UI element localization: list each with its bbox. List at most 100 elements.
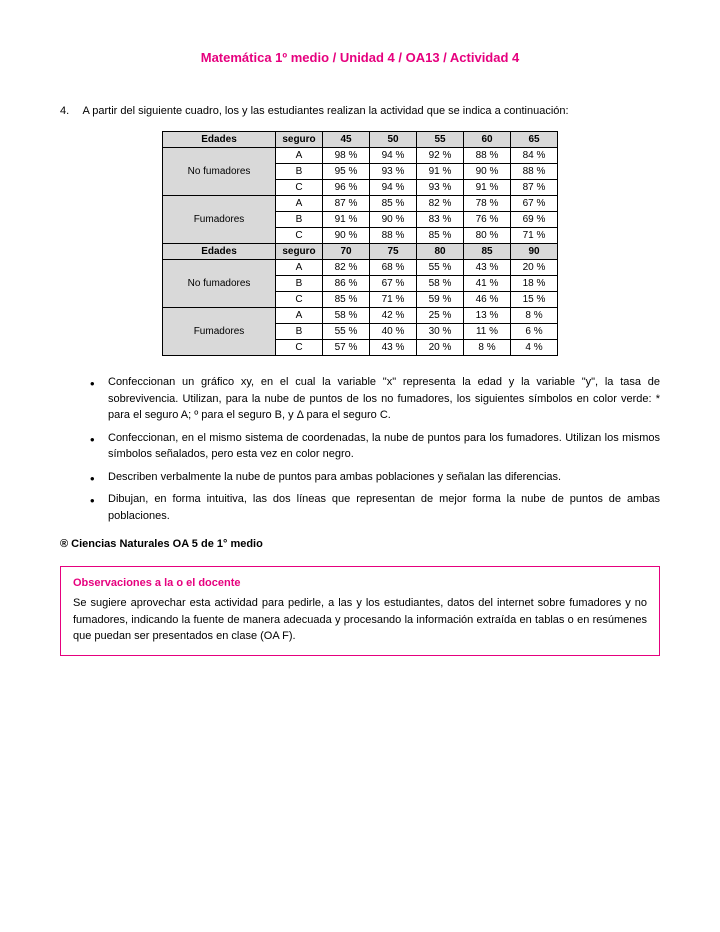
bullet-item: Confeccionan, en el mismo sistema de coo…: [108, 430, 660, 463]
cell: C: [276, 292, 323, 308]
bullet-item: Confeccionan un gráfico xy, en el cual l…: [108, 374, 660, 424]
cell: 20 %: [417, 340, 464, 356]
cell: 6 %: [511, 324, 558, 340]
th-age: 45: [323, 132, 370, 148]
th-age: 60: [464, 132, 511, 148]
cell: 93 %: [370, 164, 417, 180]
th-age: 85: [464, 244, 511, 260]
cell: 78 %: [464, 196, 511, 212]
cell: B: [276, 324, 323, 340]
table-header-row: Edades seguro 70 75 80 85 90: [163, 244, 558, 260]
observaciones-box: Observaciones a la o el docente Se sugie…: [60, 566, 660, 656]
th-age: 70: [323, 244, 370, 260]
table-header-row: Edades seguro 45 50 55 60 65: [163, 132, 558, 148]
th-age: 55: [417, 132, 464, 148]
cell: 84 %: [511, 148, 558, 164]
bullet-list: Confeccionan un gráfico xy, en el cual l…: [60, 374, 660, 524]
cell: 43 %: [464, 260, 511, 276]
cell: 67 %: [511, 196, 558, 212]
cell: 82 %: [417, 196, 464, 212]
reference-line: ® Ciencias Naturales OA 5 de 1° medio: [60, 538, 660, 550]
cell: 69 %: [511, 212, 558, 228]
cell: 76 %: [464, 212, 511, 228]
cell: 41 %: [464, 276, 511, 292]
cell: 20 %: [511, 260, 558, 276]
cell: 58 %: [417, 276, 464, 292]
th-seguro: seguro: [276, 244, 323, 260]
th-edades: Edades: [163, 244, 276, 260]
cell: 82 %: [323, 260, 370, 276]
cell: 88 %: [464, 148, 511, 164]
cell: 85 %: [370, 196, 417, 212]
cell: 8 %: [464, 340, 511, 356]
cell: 83 %: [417, 212, 464, 228]
data-table: Edades seguro 45 50 55 60 65 No fumadore…: [162, 131, 558, 356]
cell: 4 %: [511, 340, 558, 356]
bullet-item: Dibujan, en forma intuitiva, las dos lín…: [108, 491, 660, 524]
cell: A: [276, 260, 323, 276]
bullet-item: Describen verbalmente la nube de puntos …: [108, 469, 660, 486]
observaciones-title: Observaciones a la o el docente: [73, 577, 647, 589]
th-age: 50: [370, 132, 417, 148]
table-row: Fumadores A 87 % 85 % 82 % 78 % 67 %: [163, 196, 558, 212]
group-label: No fumadores: [163, 260, 276, 308]
cell: 58 %: [323, 308, 370, 324]
cell: 87 %: [323, 196, 370, 212]
page-title: Matemática 1º medio / Unidad 4 / OA13 / …: [60, 50, 660, 65]
cell: 11 %: [464, 324, 511, 340]
cell: 18 %: [511, 276, 558, 292]
th-age: 75: [370, 244, 417, 260]
cell: C: [276, 340, 323, 356]
cell: 91 %: [417, 164, 464, 180]
table-row: No fumadores A 98 % 94 % 92 % 88 % 84 %: [163, 148, 558, 164]
cell: 94 %: [370, 148, 417, 164]
cell: 93 %: [417, 180, 464, 196]
th-age: 65: [511, 132, 558, 148]
cell: 87 %: [511, 180, 558, 196]
cell: 71 %: [511, 228, 558, 244]
th-edades: Edades: [163, 132, 276, 148]
cell: 57 %: [323, 340, 370, 356]
cell: 15 %: [511, 292, 558, 308]
activity-intro: 4. A partir del siguiente cuadro, los y …: [60, 105, 660, 117]
cell: B: [276, 212, 323, 228]
cell: 85 %: [417, 228, 464, 244]
cell: 95 %: [323, 164, 370, 180]
cell: 88 %: [511, 164, 558, 180]
cell: 42 %: [370, 308, 417, 324]
cell: 40 %: [370, 324, 417, 340]
cell: 55 %: [417, 260, 464, 276]
cell: 91 %: [464, 180, 511, 196]
cell: 91 %: [323, 212, 370, 228]
cell: 59 %: [417, 292, 464, 308]
group-label: No fumadores: [163, 148, 276, 196]
cell: 90 %: [323, 228, 370, 244]
observaciones-body: Se sugiere aprovechar esta actividad par…: [73, 595, 647, 645]
table-row: No fumadores A 82 % 68 % 55 % 43 % 20 %: [163, 260, 558, 276]
cell: 90 %: [370, 212, 417, 228]
th-age: 90: [511, 244, 558, 260]
cell: A: [276, 308, 323, 324]
activity-text: A partir del siguiente cuadro, los y las…: [82, 105, 568, 117]
cell: B: [276, 276, 323, 292]
cell: 88 %: [370, 228, 417, 244]
cell: C: [276, 228, 323, 244]
cell: 25 %: [417, 308, 464, 324]
cell: 96 %: [323, 180, 370, 196]
cell: 43 %: [370, 340, 417, 356]
cell: A: [276, 196, 323, 212]
cell: 94 %: [370, 180, 417, 196]
cell: 71 %: [370, 292, 417, 308]
cell: 30 %: [417, 324, 464, 340]
cell: 92 %: [417, 148, 464, 164]
group-label: Fumadores: [163, 196, 276, 244]
cell: 13 %: [464, 308, 511, 324]
cell: 67 %: [370, 276, 417, 292]
th-seguro: seguro: [276, 132, 323, 148]
cell: 46 %: [464, 292, 511, 308]
cell: 55 %: [323, 324, 370, 340]
activity-number: 4.: [60, 105, 80, 117]
cell: 98 %: [323, 148, 370, 164]
cell: A: [276, 148, 323, 164]
cell: 86 %: [323, 276, 370, 292]
